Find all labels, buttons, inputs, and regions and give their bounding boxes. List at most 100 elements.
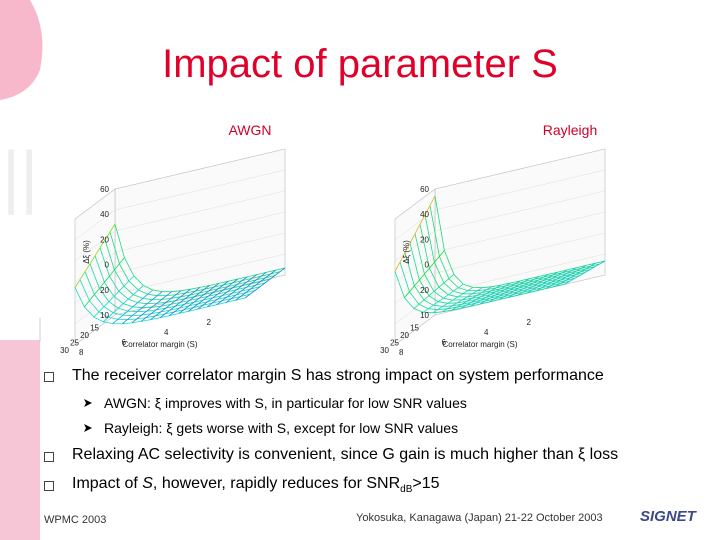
surface-line bbox=[131, 291, 172, 324]
z-tick-label: 0 bbox=[105, 261, 110, 270]
surface-line bbox=[169, 285, 210, 316]
margin-tick-label: 2 bbox=[207, 318, 212, 327]
snr-tick-label: 30 bbox=[60, 346, 69, 355]
z-tick-label: 20 bbox=[100, 286, 109, 295]
z-axis-label: Δξ (%) bbox=[402, 240, 411, 264]
plot-title: AWGN bbox=[228, 122, 271, 138]
z-tick-label: 40 bbox=[100, 210, 109, 219]
text: Impact of bbox=[72, 475, 143, 492]
z-tick-label: 60 bbox=[420, 185, 429, 194]
surface-line bbox=[413, 274, 455, 309]
surface-line bbox=[159, 287, 201, 319]
margin-axis-label: Correlator margin (S) bbox=[122, 340, 197, 349]
surface-line bbox=[545, 265, 587, 289]
surface-line bbox=[206, 276, 248, 308]
surface-line bbox=[498, 276, 540, 300]
z-tick-label: 10 bbox=[100, 311, 109, 320]
text: , however, rapidly reduces for SNR bbox=[152, 475, 401, 492]
surface-line bbox=[432, 287, 474, 314]
z-tick-label: 10 bbox=[420, 311, 429, 320]
z-axis-label: Δξ (%) bbox=[82, 240, 91, 264]
surface-line bbox=[103, 285, 144, 323]
surface-line bbox=[235, 269, 276, 301]
wall-grid bbox=[74, 230, 116, 262]
surface-line bbox=[423, 283, 464, 313]
wall-grid bbox=[434, 169, 606, 211]
bullet-marker bbox=[44, 481, 54, 491]
margin-tick-label: 8 bbox=[79, 348, 84, 355]
z-tick-label: 20 bbox=[420, 235, 429, 244]
surface-line bbox=[244, 267, 286, 299]
surface-line bbox=[188, 280, 229, 312]
wall-grid bbox=[114, 211, 286, 253]
wall-grid bbox=[394, 209, 436, 241]
corner-shape bbox=[0, 0, 43, 100]
wall-grid bbox=[434, 190, 606, 232]
surface-line bbox=[489, 278, 530, 303]
z-tick-label: 0 bbox=[425, 261, 430, 270]
surface-line bbox=[225, 272, 267, 303]
surface-line bbox=[121, 291, 163, 325]
margin-axis-label: Correlator margin (S) bbox=[442, 340, 517, 349]
surface-line bbox=[536, 267, 577, 292]
snr-tick-label: 20 bbox=[80, 331, 89, 340]
surface-line bbox=[451, 286, 492, 311]
bullet: Impact of S, however, rapidly reduces fo… bbox=[72, 475, 440, 495]
sub-bullet: AWGN: ξ improves with S, in particular f… bbox=[104, 395, 467, 411]
surface-line bbox=[394, 195, 436, 272]
surface-line bbox=[508, 273, 549, 298]
watermark: || bbox=[2, 137, 38, 215]
wall-grid bbox=[434, 232, 606, 274]
footer-left: WPMC 2003 bbox=[44, 514, 107, 526]
surface-line bbox=[112, 289, 154, 324]
margin-tick-label: 4 bbox=[484, 328, 489, 337]
surface-line bbox=[197, 278, 239, 310]
bullet-marker bbox=[44, 452, 54, 462]
z-tick-label: 20 bbox=[420, 286, 429, 295]
arrow-marker bbox=[84, 424, 92, 432]
wall-grid bbox=[114, 190, 286, 232]
z-tick-label: 20 bbox=[100, 235, 109, 244]
wall-grid bbox=[74, 293, 116, 325]
surface-line bbox=[140, 290, 182, 322]
bullet: The receiver correlator margin S has str… bbox=[72, 367, 604, 384]
side-bar bbox=[0, 340, 40, 540]
surface-line bbox=[178, 283, 220, 314]
surface-line bbox=[150, 288, 191, 320]
snr-tick-label: 30 bbox=[380, 346, 389, 355]
wall-grid bbox=[114, 169, 286, 211]
margin-tick-label: 4 bbox=[164, 328, 169, 337]
plot-title: Rayleigh bbox=[543, 122, 597, 138]
surface-line bbox=[470, 282, 511, 307]
arrow-marker bbox=[84, 399, 92, 407]
bullet-marker bbox=[44, 372, 54, 382]
snr-tick-label: 25 bbox=[70, 339, 79, 348]
surface-line bbox=[564, 260, 606, 285]
surface-line bbox=[74, 223, 116, 288]
snr-tick-label: 20 bbox=[400, 331, 409, 340]
surface-line bbox=[517, 271, 559, 296]
snr-tick-label: 25 bbox=[390, 339, 399, 348]
slide-title: Impact of parameter S bbox=[162, 42, 558, 86]
surface-line bbox=[555, 262, 596, 287]
margin-tick-label: 2 bbox=[527, 318, 532, 327]
margin-tick-label: 8 bbox=[399, 348, 404, 355]
surface-line bbox=[93, 275, 135, 318]
margin-tick-label: 6 bbox=[442, 338, 447, 347]
subscript: dB bbox=[400, 484, 413, 496]
surface-line bbox=[441, 287, 483, 313]
wall-grid bbox=[434, 211, 606, 253]
margin-tick-label: 6 bbox=[122, 338, 127, 347]
text: S bbox=[142, 475, 153, 492]
surface-line bbox=[479, 280, 521, 305]
wall-grid bbox=[394, 230, 436, 262]
surface-line bbox=[84, 257, 125, 308]
surface-line bbox=[216, 274, 257, 306]
surface-line bbox=[404, 250, 445, 298]
wall-grid bbox=[114, 232, 286, 274]
bullet: Relaxing AC selectivity is convenient, s… bbox=[72, 446, 619, 463]
z-tick-label: 60 bbox=[100, 185, 109, 194]
